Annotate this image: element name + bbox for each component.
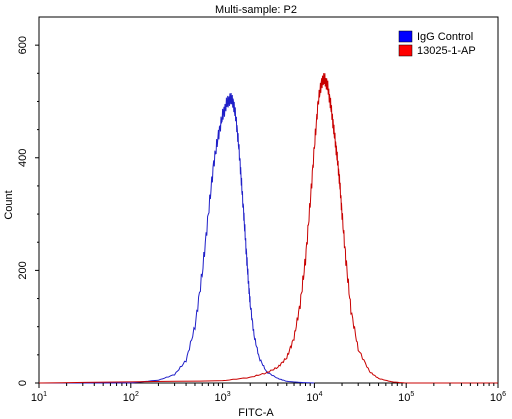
y-axis-label: Count [3,190,15,219]
y-tick-label: 600 [17,36,29,54]
series-line-2 [38,73,498,384]
x-tick-label: 105 [398,391,414,404]
x-tick-label: 102 [123,391,139,404]
x-tick-label: 101 [31,391,47,404]
legend-label-2: 13025-1-AP [417,45,476,57]
chart-title: Multi-sample: P2 [215,4,297,16]
legend: IgG Control 13025-1-AP [398,30,476,57]
y-tick-label: 200 [17,261,29,279]
x-axis-label: FITC-A [238,407,274,419]
legend-swatch-1 [398,30,413,43]
series-line-1 [39,92,315,384]
y-tick-label: 400 [17,149,29,167]
y-tick-label: 0 [17,380,29,386]
x-tick-label: 106 [490,391,506,404]
x-tick-label: 104 [306,391,322,404]
series-group [38,73,498,384]
y-axis: 0 200 400 600 [17,36,39,386]
legend-label-1: IgG Control [417,31,473,43]
plot-frame [38,16,499,384]
x-axis: 101 102 103 104 105 106 [31,383,506,404]
x-tick-label: 103 [215,391,231,404]
legend-swatch-2 [398,44,413,57]
